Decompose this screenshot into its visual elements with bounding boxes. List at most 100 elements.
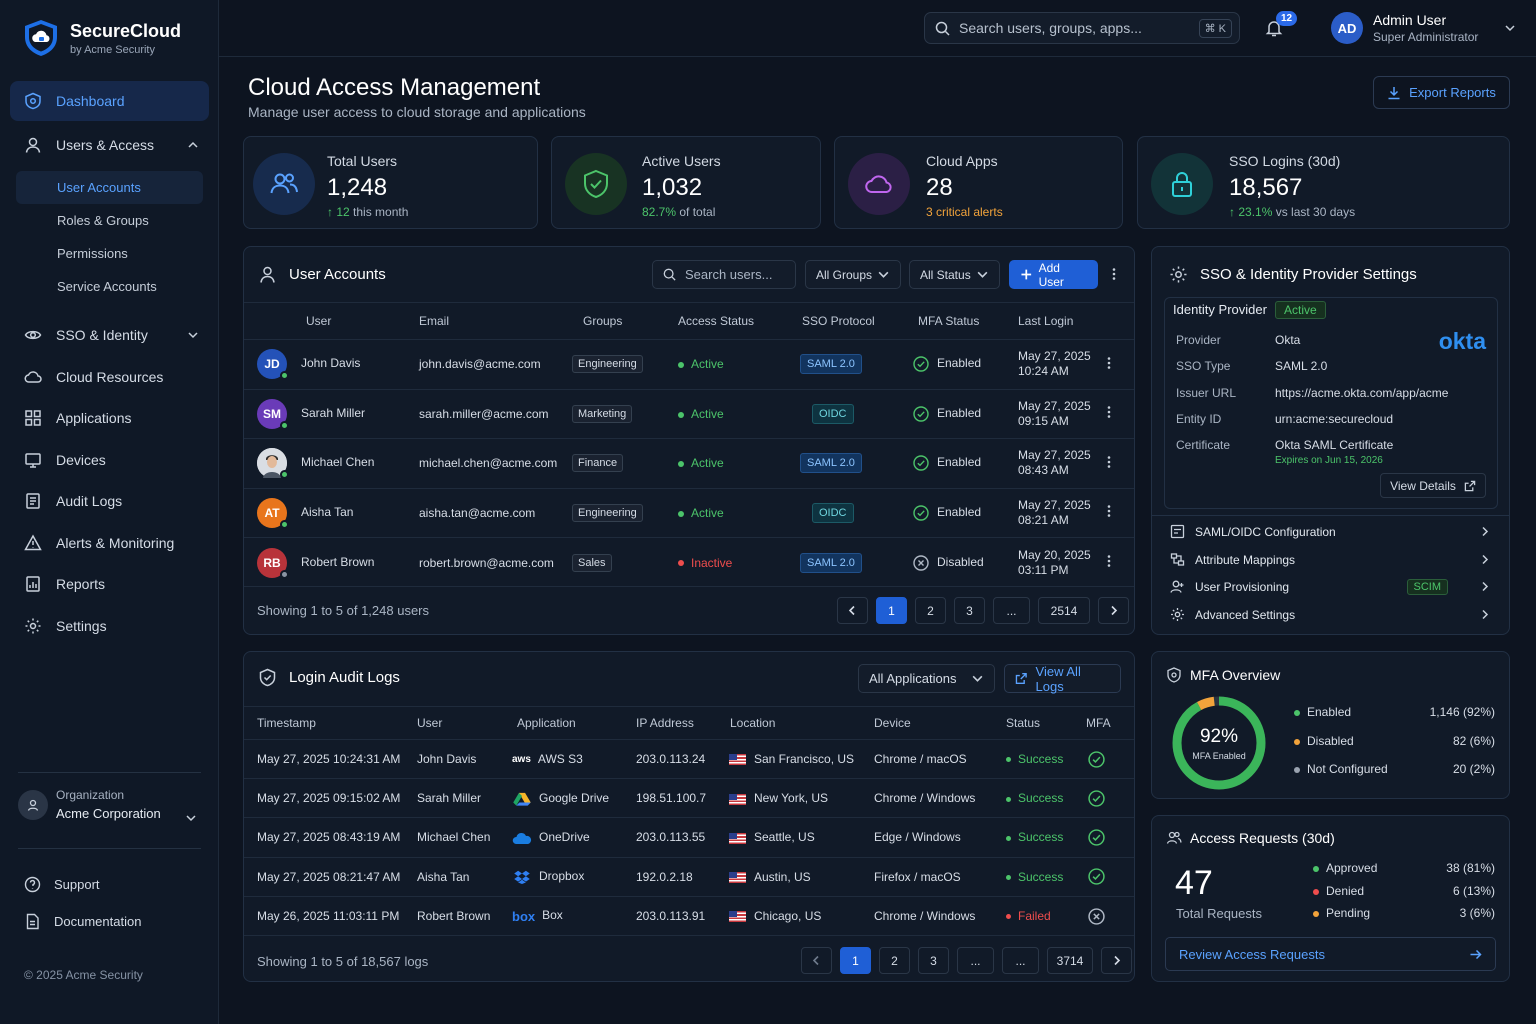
column-header[interactable]: MFA Status xyxy=(918,314,980,328)
page-button[interactable]: 1 xyxy=(840,947,871,974)
user-menu[interactable]: AD Admin User Super Administrator xyxy=(1331,12,1516,44)
user-name[interactable]: John Davis xyxy=(301,356,361,371)
add-user-button[interactable]: Add User xyxy=(1009,260,1098,289)
page-button[interactable]: 3 xyxy=(918,947,949,974)
table-row[interactable]: May 26, 2025 11:03:11 PM Robert Brown bo… xyxy=(244,895,1134,936)
log-user: Robert Brown xyxy=(404,895,499,936)
more-vertical-icon[interactable] xyxy=(1102,554,1116,568)
status-filter-dropdown[interactable]: All Status xyxy=(909,260,1000,289)
nav-reports[interactable]: Reports xyxy=(0,564,219,606)
chevron-up-icon[interactable] xyxy=(187,139,199,151)
column-header[interactable]: SSO Protocol xyxy=(802,314,875,328)
more-vertical-icon[interactable] xyxy=(1107,267,1121,281)
user-name[interactable]: Sarah Miller xyxy=(301,405,366,420)
nav-settings[interactable]: Settings xyxy=(0,605,219,647)
organization-switcher[interactable]: Organization Acme Corporation xyxy=(18,788,201,824)
table-row[interactable]: AT Aisha Tan aisha.tan@acme.com Engineeri… xyxy=(244,487,1134,538)
access-status: Active xyxy=(691,456,724,471)
menu-user-provisioning[interactable]: User Provisioning SCIM xyxy=(1170,578,1490,595)
user-search-input[interactable]: Search users... xyxy=(652,260,796,289)
nav-dashboard[interactable]: Dashboard xyxy=(10,81,209,121)
support-link[interactable]: Support xyxy=(24,876,100,893)
user-avatar: RB xyxy=(257,547,289,579)
user-name[interactable]: Aisha Tan xyxy=(301,504,354,519)
log-user: John Davis xyxy=(404,738,499,779)
stat-label: Cloud Apps xyxy=(926,153,998,169)
nav-permissions[interactable]: Permissions xyxy=(57,245,128,261)
table-row[interactable]: May 27, 2025 10:24:31 AM John Davis aws A… xyxy=(244,738,1134,779)
search-icon xyxy=(663,268,676,281)
more-vertical-icon[interactable] xyxy=(1102,455,1116,469)
column-header[interactable]: Location xyxy=(730,716,776,730)
nav-users-access[interactable]: Users & Access xyxy=(0,124,219,166)
stat-sub-text: of total xyxy=(676,205,716,219)
view-details-button[interactable]: View Details xyxy=(1380,473,1486,498)
menu-advanced-settings[interactable]: Advanced Settings xyxy=(1170,607,1490,622)
table-row[interactable]: Michael Chen michael.chen@acme.com Finan… xyxy=(244,438,1134,488)
next-page-button[interactable] xyxy=(1101,947,1132,974)
page-button[interactable]: 2 xyxy=(879,947,910,974)
nav-audit-logs[interactable]: Audit Logs xyxy=(0,481,219,523)
column-header[interactable]: Email xyxy=(419,314,450,328)
nav-service-accounts[interactable]: Service Accounts xyxy=(57,278,157,294)
certificate-link[interactable]: Okta SAML Certificate xyxy=(1275,438,1394,452)
box-logo-icon: box xyxy=(512,908,536,924)
view-all-logs-button[interactable]: View All Logs xyxy=(1004,664,1121,694)
chevron-down-icon[interactable] xyxy=(187,329,199,341)
page-button[interactable]: 3 xyxy=(954,597,985,624)
table-row[interactable]: RB Robert Brown robert.brown@acme.com Sal… xyxy=(244,537,1134,587)
table-row[interactable]: May 27, 2025 09:15:02 AM Sarah Miller Go… xyxy=(244,778,1134,818)
user-name[interactable]: Robert Brown xyxy=(301,554,375,569)
nav-sso-identity[interactable]: SSO & Identity xyxy=(0,315,219,357)
menu-attribute-mappings[interactable]: Attribute Mappings xyxy=(1170,552,1490,567)
groups-filter-value: All Groups xyxy=(816,267,873,282)
page-button[interactable]: 2 xyxy=(915,597,946,624)
review-access-requests-button[interactable]: Review Access Requests xyxy=(1165,937,1496,971)
table-row[interactable]: SM Sarah Miller sarah.miller@acme.com Mar… xyxy=(244,388,1134,439)
column-header[interactable]: Groups xyxy=(583,314,623,328)
column-header[interactable]: Status xyxy=(1006,716,1041,730)
nav-applications[interactable]: Applications xyxy=(0,398,219,440)
more-vertical-icon[interactable] xyxy=(1102,356,1116,370)
stat-critical-alerts[interactable]: 3 critical alerts xyxy=(926,205,1003,219)
page-button[interactable]: 3714 xyxy=(1047,947,1093,974)
more-vertical-icon[interactable] xyxy=(1102,504,1116,518)
nav-roles-groups[interactable]: Roles & Groups xyxy=(57,212,149,228)
column-header[interactable]: User xyxy=(306,314,332,328)
add-user-label: Add User xyxy=(1038,260,1064,289)
column-header[interactable]: Application xyxy=(517,716,576,730)
column-header[interactable]: Last Login xyxy=(1018,314,1074,328)
page-button[interactable]: 1 xyxy=(876,597,907,624)
column-header[interactable]: Device xyxy=(874,716,911,730)
mfa-status: Enabled xyxy=(937,356,982,371)
column-header[interactable]: Timestamp xyxy=(257,716,316,730)
table-row[interactable]: JD John Davis john.davis@acme.com Enginee… xyxy=(244,339,1134,389)
menu-saml-oidc-config[interactable]: SAML/OIDC Configuration xyxy=(1170,524,1490,539)
more-vertical-icon[interactable] xyxy=(1102,405,1116,419)
prev-page-button[interactable] xyxy=(801,947,832,974)
nav-devices[interactable]: Devices xyxy=(0,439,219,481)
last-login-time: 10:24 AM xyxy=(1018,364,1069,379)
chevron-down-icon[interactable] xyxy=(185,812,197,824)
export-reports-button[interactable]: Export Reports xyxy=(1373,76,1510,109)
column-header[interactable]: MFA xyxy=(1086,716,1111,730)
app-logo[interactable]: SecureCloud by Acme Security xyxy=(22,18,181,58)
table-row[interactable]: May 27, 2025 08:21:47 AM Aisha Tan Dropb… xyxy=(244,856,1134,897)
nav-cloud-resources[interactable]: Cloud Resources xyxy=(0,356,219,398)
groups-filter-dropdown[interactable]: All Groups xyxy=(805,260,901,289)
column-header[interactable]: User xyxy=(417,716,443,730)
applications-filter-dropdown[interactable]: All Applications xyxy=(858,664,995,693)
column-header[interactable]: IP Address xyxy=(636,716,694,730)
offline-status-dot xyxy=(280,569,289,579)
prev-page-button[interactable] xyxy=(837,597,868,624)
documentation-link[interactable]: Documentation xyxy=(24,913,141,930)
global-search-input[interactable]: Search users, groups, apps... ⌘ K xyxy=(924,12,1240,44)
nav-user-accounts[interactable]: User Accounts xyxy=(16,170,203,204)
nav-alerts[interactable]: Alerts & Monitoring xyxy=(0,522,219,564)
next-page-button[interactable] xyxy=(1098,597,1129,624)
page-button[interactable]: 2514 xyxy=(1038,597,1090,624)
chevron-down-icon[interactable] xyxy=(1504,22,1516,34)
column-header[interactable]: Access Status xyxy=(678,314,755,328)
table-row[interactable]: May 27, 2025 08:43:19 AM Michael Chen On… xyxy=(244,817,1134,858)
user-name[interactable]: Michael Chen xyxy=(301,455,375,470)
